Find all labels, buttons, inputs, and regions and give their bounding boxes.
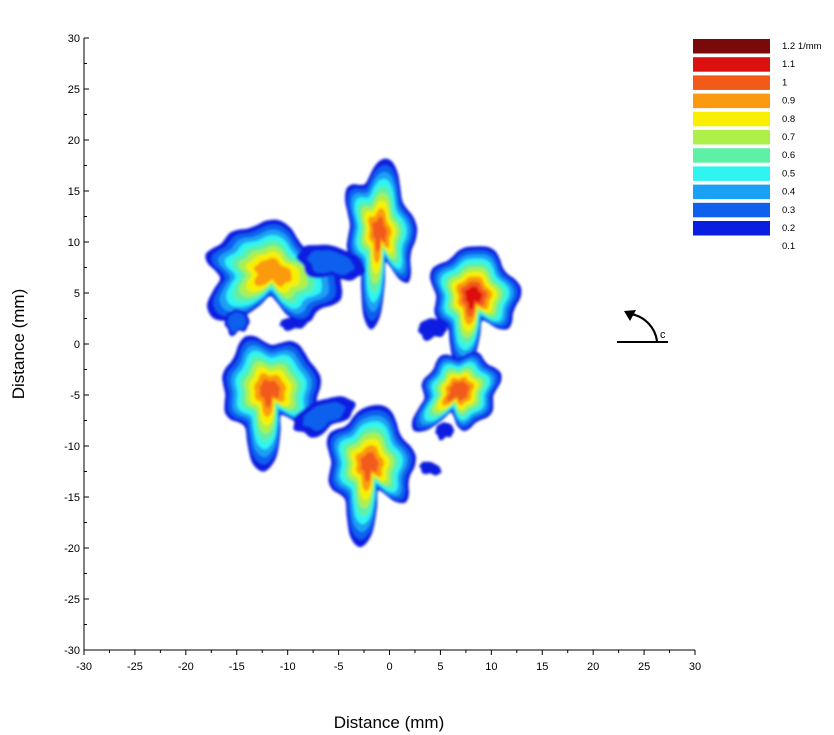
y-axis-label: Distance (mm) xyxy=(9,289,28,400)
y-tick-label: 25 xyxy=(68,84,80,96)
x-axis-ticks: -30 -25 -20 -15 -10 -5 0 5 10 15 20 25 30 xyxy=(76,650,701,673)
heatmap-layer xyxy=(205,158,522,548)
minor-fragment xyxy=(419,461,442,476)
y-tick-label: 20 xyxy=(68,135,80,147)
colorbar-swatch xyxy=(693,57,770,72)
colorbar-label: 0.6 xyxy=(782,150,795,161)
colorbar-swatch xyxy=(693,221,770,236)
minor-fragment xyxy=(296,244,366,281)
minor-fragment xyxy=(224,309,250,337)
contour-level xyxy=(446,380,470,402)
hotspot xyxy=(411,351,502,432)
plot-area xyxy=(84,38,695,650)
colorbar-label: 0.8 xyxy=(782,114,795,125)
hotspot xyxy=(222,335,322,472)
x-tick-label: 10 xyxy=(485,661,497,673)
colorbar-swatch xyxy=(693,93,770,109)
y-tick-label: 0 xyxy=(74,339,80,351)
x-tick-label: 15 xyxy=(536,661,548,673)
hotspot xyxy=(345,158,418,330)
y-tick-label: -5 xyxy=(70,390,80,402)
rotation-symbol: c xyxy=(660,329,666,341)
colorbar-label: 0.3 xyxy=(782,205,795,216)
colorbar-label: 1.2 1/mm xyxy=(782,41,822,52)
x-tick-label: -10 xyxy=(280,661,296,673)
contour-level xyxy=(253,257,292,287)
colorbar-label: 0.9 xyxy=(782,96,795,107)
y-tick-label: -15 xyxy=(64,492,80,504)
contour-level xyxy=(259,379,281,408)
x-tick-label: -25 xyxy=(127,661,143,673)
y-tick-label: -10 xyxy=(64,441,80,453)
colorbar-label: 1.1 xyxy=(782,59,795,70)
y-tick-label: -30 xyxy=(64,645,80,657)
colorbar-label: 0.2 xyxy=(782,223,795,234)
contour-level xyxy=(279,317,307,331)
y-tick-label: 5 xyxy=(74,288,80,300)
contour-level xyxy=(227,312,247,333)
colorbar-swatch xyxy=(693,202,770,218)
colorbar-swatch xyxy=(693,111,770,127)
colorbar-legend: 1.2 1/mm 1.1 1 0.9 0.8 0.7 0.6 0.5 0.4 0.3 0.2 0.1 xyxy=(693,39,822,252)
x-tick-label: -15 xyxy=(229,661,245,673)
y-tick-label: 10 xyxy=(68,237,80,249)
minor-fragment xyxy=(279,317,307,331)
contour-level xyxy=(464,286,483,310)
y-tick-label: -25 xyxy=(64,594,80,606)
rotation-direction-icon: c xyxy=(617,310,668,343)
contour-level xyxy=(307,250,355,275)
colorbar-label: 0.4 xyxy=(782,187,795,198)
hotspot xyxy=(205,219,343,324)
colorbar-label: 0.7 xyxy=(782,132,795,143)
x-tick-label: 0 xyxy=(386,661,392,673)
x-tick-label: -5 xyxy=(334,661,344,673)
y-axis-ticks: 30 25 20 15 10 5 0 -5 -10 -15 -20 -25 -30 xyxy=(64,33,89,657)
x-tick-label: 5 xyxy=(437,661,443,673)
x-tick-label: 25 xyxy=(638,661,650,673)
y-tick-label: -20 xyxy=(64,543,80,555)
colorbar-label: 0.1 xyxy=(782,241,795,252)
contour-level xyxy=(360,452,379,482)
colorbar-label: 0.5 xyxy=(782,168,795,179)
minor-fragment xyxy=(435,422,455,441)
contour-level xyxy=(418,318,448,341)
colorbar-swatch xyxy=(693,39,770,54)
hotspot xyxy=(429,246,522,369)
minor-fragment xyxy=(293,396,356,438)
minor-fragment xyxy=(418,318,448,341)
contour-level xyxy=(419,461,442,476)
x-tick-label: -20 xyxy=(178,661,194,673)
y-tick-label: 15 xyxy=(68,186,80,198)
y-tick-label: 30 xyxy=(68,33,80,45)
colorbar-swatch xyxy=(693,75,770,90)
contour-level xyxy=(303,402,346,431)
colorbar-swatch xyxy=(693,130,770,145)
colorbar-swatch xyxy=(693,184,770,200)
colorbar-swatch xyxy=(693,148,770,163)
x-tick-label: 20 xyxy=(587,661,599,673)
x-tick-label: 30 xyxy=(689,661,701,673)
hotspot xyxy=(326,404,416,548)
x-axis-label: Distance (mm) xyxy=(334,713,445,732)
colorbar-swatch xyxy=(693,166,770,181)
contour-level xyxy=(435,422,455,441)
x-tick-label: -30 xyxy=(76,661,92,673)
colorbar-label: 1 xyxy=(782,77,787,88)
contour-level xyxy=(372,216,388,253)
